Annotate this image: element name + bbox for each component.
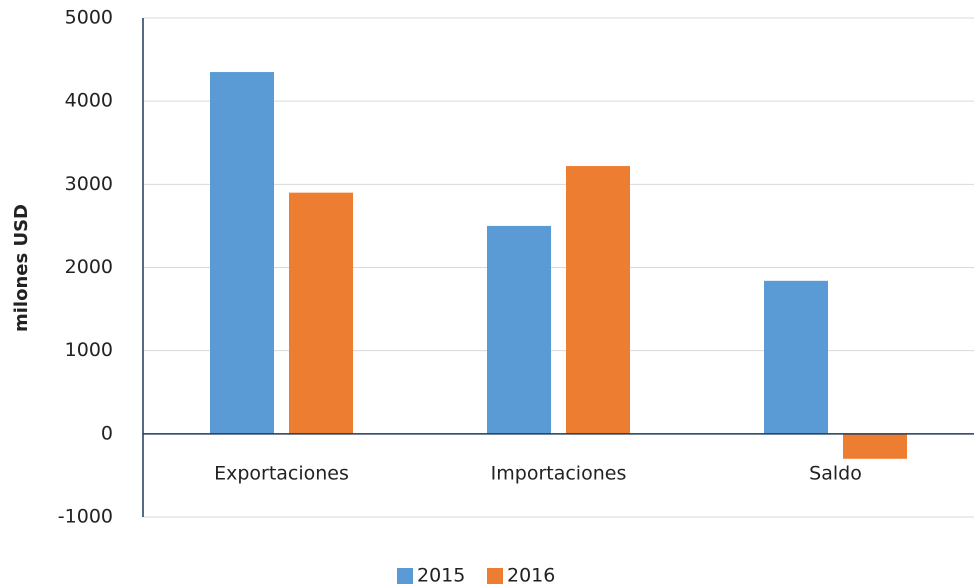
y-tick-label: 0 (101, 422, 113, 444)
bar (289, 192, 353, 434)
bar (487, 225, 551, 434)
bar (566, 166, 630, 434)
y-tick-label: 1000 (65, 339, 113, 361)
x-tick-label: Exportaciones (214, 462, 349, 484)
y-tick-label: 3000 (65, 173, 113, 195)
y-tick-label: 5000 (65, 7, 113, 29)
legend-label: 2015 (417, 565, 465, 587)
legend-swatch (397, 568, 413, 584)
x-tick-label: Saldo (809, 462, 862, 484)
bar (843, 433, 907, 459)
y-tick-label: -1000 (58, 506, 113, 528)
y-axis-label: milones USD (11, 204, 32, 332)
x-tick-label: Importaciones (491, 462, 627, 484)
y-tick-label: 4000 (65, 90, 113, 112)
legend-swatch (487, 568, 503, 584)
bar (764, 280, 828, 434)
y-tick-label: 2000 (65, 256, 113, 278)
bar (210, 72, 274, 434)
legend-label: 2016 (507, 565, 555, 587)
